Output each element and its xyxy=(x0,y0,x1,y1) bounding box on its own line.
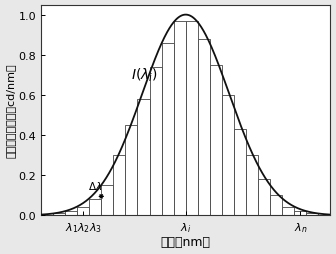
Bar xyxy=(150,68,162,216)
Bar xyxy=(222,96,234,216)
Bar xyxy=(198,40,210,216)
Bar xyxy=(113,155,125,216)
X-axis label: 波长（nm）: 波长（nm） xyxy=(161,235,211,248)
Y-axis label: 归一化光谱光强（cd/nm）: 归一化光谱光强（cd/nm） xyxy=(6,64,15,158)
Bar xyxy=(246,155,258,216)
Bar xyxy=(65,212,77,216)
Bar xyxy=(282,208,294,216)
Text: $\Delta\lambda$: $\Delta\lambda$ xyxy=(88,180,102,192)
Bar xyxy=(258,180,270,216)
Text: $I(\lambda_i)$: $I(\lambda_i)$ xyxy=(131,67,158,84)
Bar xyxy=(53,214,65,216)
Bar xyxy=(210,66,222,216)
Bar xyxy=(186,22,198,216)
Bar xyxy=(125,125,137,216)
Bar xyxy=(174,22,186,216)
Bar xyxy=(294,212,306,216)
Bar xyxy=(162,43,174,216)
Bar xyxy=(234,130,246,216)
Bar xyxy=(89,200,101,216)
Bar xyxy=(101,185,113,216)
Bar xyxy=(137,100,150,216)
Bar xyxy=(270,196,282,216)
Bar xyxy=(77,208,89,216)
Bar xyxy=(306,214,319,216)
